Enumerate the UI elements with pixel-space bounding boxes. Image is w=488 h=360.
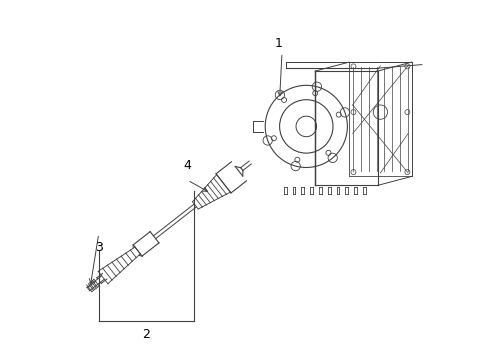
Text: 4: 4: [183, 159, 191, 172]
Text: 1: 1: [274, 37, 282, 50]
Text: 3: 3: [95, 241, 102, 255]
Text: 2: 2: [142, 328, 150, 341]
